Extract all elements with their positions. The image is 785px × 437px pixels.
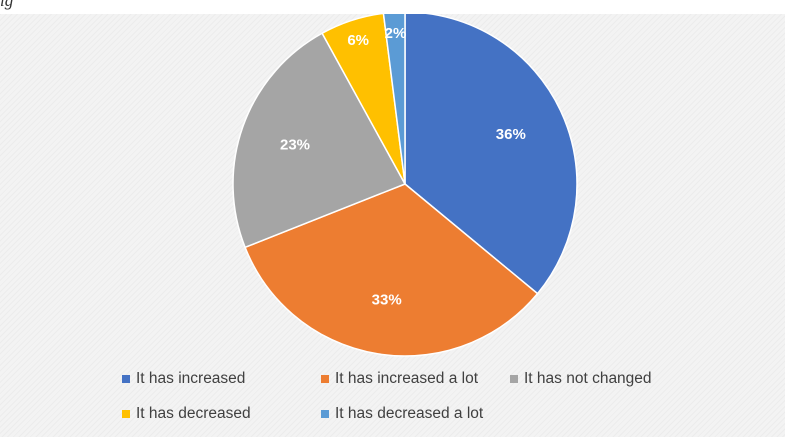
pie-slice-it-has-increased [404,14,578,295]
slice-label-it-has-decreased: 6% [347,32,369,49]
pie-slice-it-has-not-changed [232,32,407,249]
pie-slice-it-has-decreased-a-lot [382,14,406,185]
slice-label-it-has-not-changed: 23% [280,136,310,153]
slice-label-it-has-decreased-a-lot: 2% [385,25,407,42]
figure-caption-strip: ig [0,0,785,14]
slice-labels: 36% 33% 23% 6% 2% [280,25,526,309]
pie-chart: 36% 33% 23% 6% 2% [232,14,578,357]
pie-slices [232,14,578,357]
slice-label-it-has-increased: 36% [496,126,526,143]
pie-slice-it-has-increased-a-lot [244,183,539,357]
figure-caption: ig [0,0,14,10]
pie-slice-it-has-decreased [321,14,406,185]
slice-label-it-has-increased-a-lot: 33% [372,292,402,309]
